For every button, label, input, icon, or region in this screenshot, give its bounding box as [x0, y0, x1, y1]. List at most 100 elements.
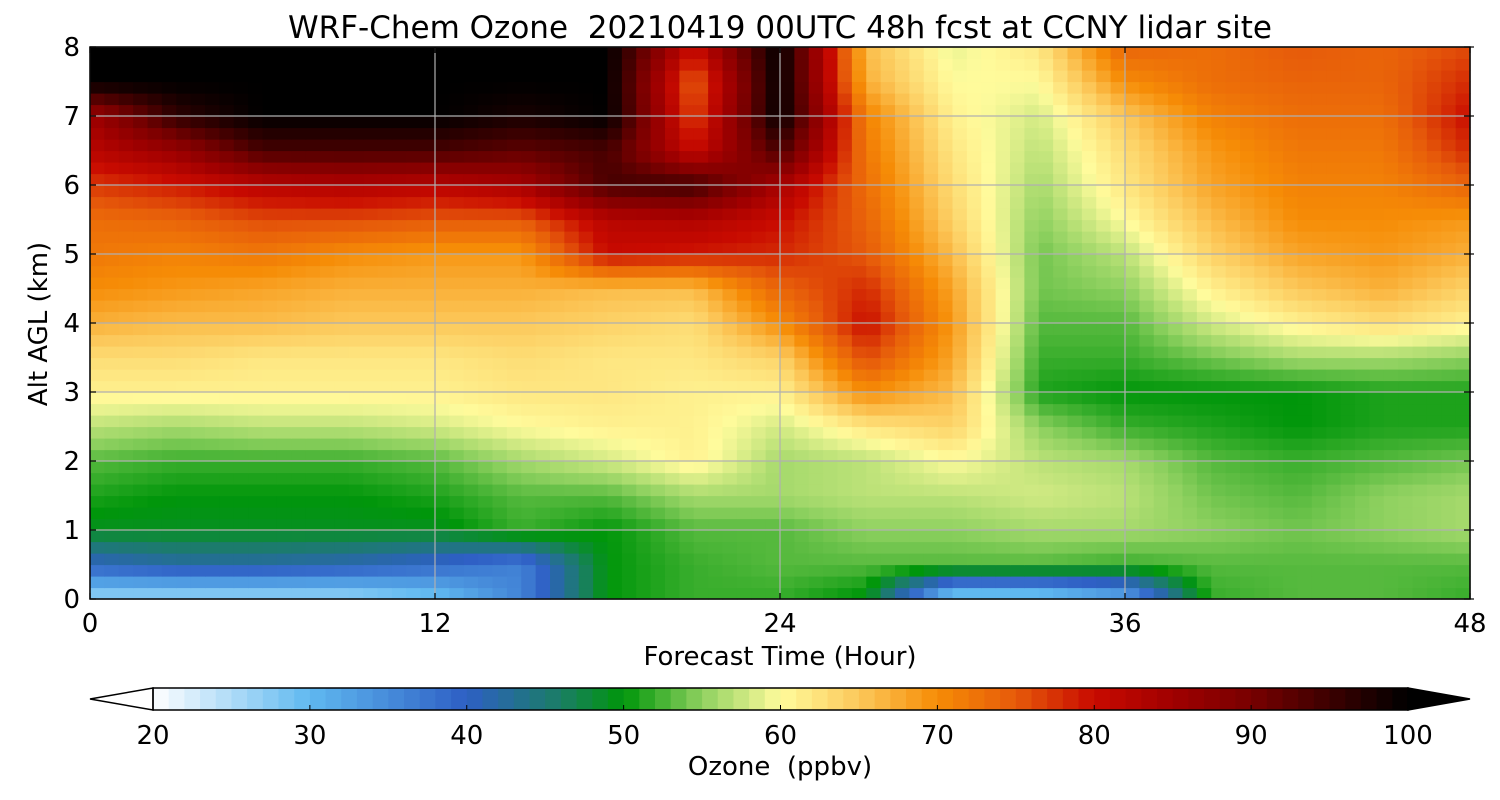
heatmap-cell — [851, 265, 867, 278]
heatmap-cell — [995, 346, 1011, 359]
heatmap-cell — [550, 70, 565, 83]
heatmap-cell — [1125, 58, 1140, 71]
heatmap-cell — [1168, 495, 1184, 508]
heatmap-cell — [995, 47, 1011, 60]
heatmap-cell — [176, 81, 192, 94]
heatmap-cell — [636, 196, 652, 209]
heatmap-cell — [1125, 185, 1140, 198]
heatmap-cell — [794, 357, 810, 370]
heatmap-cell — [205, 449, 220, 462]
heatmap-cell — [1081, 185, 1097, 198]
heatmap-cell — [1398, 242, 1414, 255]
heatmap-cell — [118, 208, 134, 221]
heatmap-cell — [118, 47, 134, 60]
heatmap-cell — [176, 438, 192, 451]
heatmap-cell — [751, 231, 767, 244]
heatmap-cell — [1383, 231, 1399, 244]
heatmap-cell — [506, 185, 522, 198]
heatmap-cell — [593, 587, 609, 600]
heatmap-cell — [808, 587, 824, 600]
heatmap-cell — [219, 357, 235, 370]
heatmap-cell — [305, 185, 321, 198]
heatmap-cell — [334, 518, 350, 531]
heatmap-cell — [1283, 403, 1299, 416]
heatmap-cell — [118, 104, 134, 117]
heatmap-cell — [1311, 139, 1327, 152]
heatmap-cell — [794, 564, 810, 577]
heatmap-cell — [492, 277, 508, 290]
heatmap-cell — [1297, 196, 1313, 209]
heatmap-cell — [276, 553, 292, 566]
heatmap-cell — [1110, 162, 1126, 175]
heatmap-cell — [823, 208, 839, 221]
heatmap-cell — [1297, 58, 1313, 71]
heatmap-cell — [406, 231, 422, 244]
heatmap-cell — [1283, 173, 1299, 186]
heatmap-cell — [607, 541, 623, 554]
heatmap-cell — [219, 288, 235, 301]
heatmap-cell — [276, 162, 292, 175]
heatmap-cell — [1096, 196, 1112, 209]
heatmap-cell — [262, 70, 278, 83]
heatmap-cell — [1067, 311, 1083, 324]
heatmap-cell — [118, 380, 134, 393]
colorbar-segment — [937, 688, 954, 710]
heatmap-cell — [492, 173, 508, 186]
heatmap-cell — [981, 70, 997, 83]
heatmap-cell — [104, 300, 120, 313]
heatmap-cell — [808, 472, 824, 485]
heatmap-cell — [190, 449, 206, 462]
heatmap-cell — [506, 288, 522, 301]
heatmap-cell — [550, 139, 565, 152]
heatmap-cell — [1110, 300, 1126, 313]
heatmap-cell — [621, 564, 637, 577]
heatmap-cell — [535, 346, 551, 359]
heatmap-cell — [1024, 518, 1040, 531]
heatmap-cell — [952, 472, 968, 485]
heatmap-cell — [1326, 541, 1342, 554]
heatmap-cell — [851, 116, 867, 129]
heatmap-cell — [909, 231, 925, 244]
heatmap-cell — [823, 116, 839, 129]
heatmap-cell — [1268, 254, 1284, 267]
heatmap-cell — [1297, 300, 1313, 313]
heatmap-cell — [823, 104, 839, 117]
heatmap-cell — [1168, 208, 1184, 221]
heatmap-cell — [909, 334, 925, 347]
heatmap-cell — [320, 495, 335, 508]
heatmap-cell — [377, 518, 393, 531]
heatmap-cell — [1369, 461, 1385, 474]
heatmap-cell — [837, 185, 853, 198]
heatmap-cell — [1153, 300, 1169, 313]
heatmap-cell — [1225, 541, 1241, 554]
heatmap-cell — [751, 507, 767, 520]
heatmap-cell — [1383, 357, 1399, 370]
heatmap-cell — [406, 403, 422, 416]
heatmap-cell — [305, 323, 321, 336]
heatmap-cell — [492, 116, 508, 129]
heatmap-cell — [751, 346, 767, 359]
heatmap-cell — [363, 58, 379, 71]
heatmap-cell — [1355, 507, 1370, 520]
heatmap-cell — [1455, 219, 1471, 232]
heatmap-cell — [708, 93, 724, 106]
heatmap-cell — [794, 392, 810, 405]
heatmap-cell — [1125, 231, 1140, 244]
heatmap-cell — [564, 81, 580, 94]
heatmap-cell — [1455, 369, 1471, 382]
heatmap-cell — [880, 116, 896, 129]
heatmap-cell — [1441, 242, 1457, 255]
heatmap-cell — [190, 311, 206, 324]
heatmap-cell — [1053, 346, 1069, 359]
heatmap-cell — [1096, 346, 1112, 359]
heatmap-cell — [722, 380, 738, 393]
heatmap-cell — [1096, 438, 1112, 451]
heatmap-cell — [1153, 472, 1169, 485]
heatmap-cell — [104, 104, 120, 117]
heatmap-cell — [938, 426, 954, 439]
colorbar-segment — [278, 688, 295, 710]
heatmap-cell — [1211, 541, 1227, 554]
heatmap-cell — [679, 93, 695, 106]
heatmap-cell — [1426, 70, 1442, 83]
heatmap-cell — [851, 541, 867, 554]
